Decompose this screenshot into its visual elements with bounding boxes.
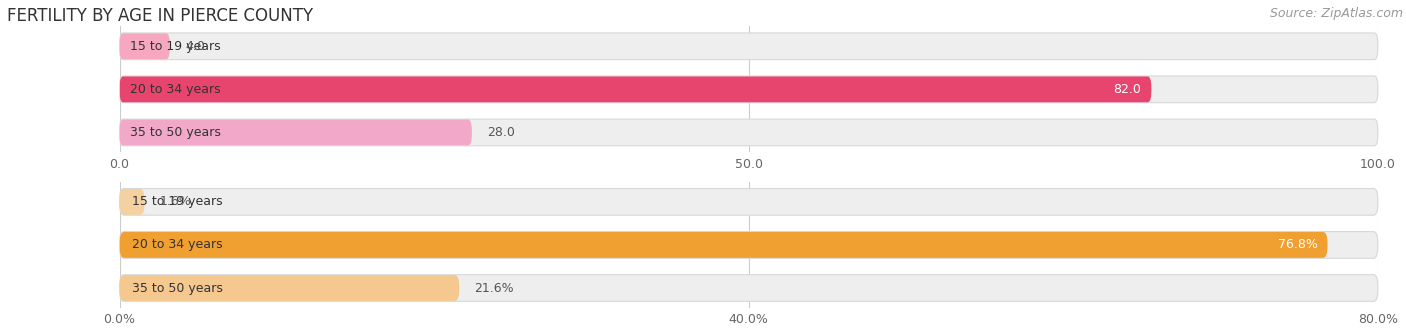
FancyBboxPatch shape [120, 232, 1327, 258]
FancyBboxPatch shape [120, 275, 460, 301]
Text: Source: ZipAtlas.com: Source: ZipAtlas.com [1270, 7, 1403, 20]
Text: FERTILITY BY AGE IN PIERCE COUNTY: FERTILITY BY AGE IN PIERCE COUNTY [7, 7, 314, 24]
FancyBboxPatch shape [120, 119, 472, 145]
FancyBboxPatch shape [120, 76, 1378, 103]
FancyBboxPatch shape [120, 119, 1378, 146]
FancyBboxPatch shape [120, 232, 1378, 258]
Text: 35 to 50 years: 35 to 50 years [132, 281, 224, 295]
Text: 15 to 19 years: 15 to 19 years [132, 195, 222, 209]
Text: 76.8%: 76.8% [1278, 238, 1317, 252]
Text: 4.0: 4.0 [186, 40, 205, 53]
FancyBboxPatch shape [120, 76, 1152, 102]
FancyBboxPatch shape [120, 33, 170, 59]
FancyBboxPatch shape [120, 33, 1378, 60]
Text: 20 to 34 years: 20 to 34 years [132, 238, 222, 252]
FancyBboxPatch shape [120, 189, 1378, 215]
Text: 15 to 19 years: 15 to 19 years [129, 40, 221, 53]
FancyBboxPatch shape [120, 275, 1378, 301]
Text: 35 to 50 years: 35 to 50 years [129, 126, 221, 139]
FancyBboxPatch shape [120, 189, 145, 215]
Text: 20 to 34 years: 20 to 34 years [129, 83, 221, 96]
Text: 28.0: 28.0 [486, 126, 515, 139]
Text: 21.6%: 21.6% [474, 281, 515, 295]
Text: 82.0: 82.0 [1114, 83, 1142, 96]
Text: 1.6%: 1.6% [160, 195, 191, 209]
